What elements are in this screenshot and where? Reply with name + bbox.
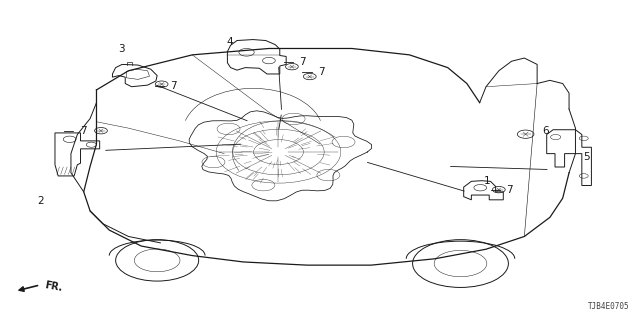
Text: 6: 6 <box>542 126 549 136</box>
Text: TJB4E0705: TJB4E0705 <box>588 302 630 311</box>
Text: 2: 2 <box>38 196 44 206</box>
Text: FR.: FR. <box>44 280 63 293</box>
Text: 7: 7 <box>170 81 177 91</box>
Text: 7: 7 <box>300 57 306 67</box>
Text: 7: 7 <box>506 185 513 195</box>
Text: 1: 1 <box>484 176 491 186</box>
Text: 5: 5 <box>583 152 589 163</box>
Text: 7: 7 <box>80 126 86 136</box>
Text: 3: 3 <box>118 44 125 54</box>
Text: 7: 7 <box>318 68 324 77</box>
Text: 4: 4 <box>226 37 233 47</box>
